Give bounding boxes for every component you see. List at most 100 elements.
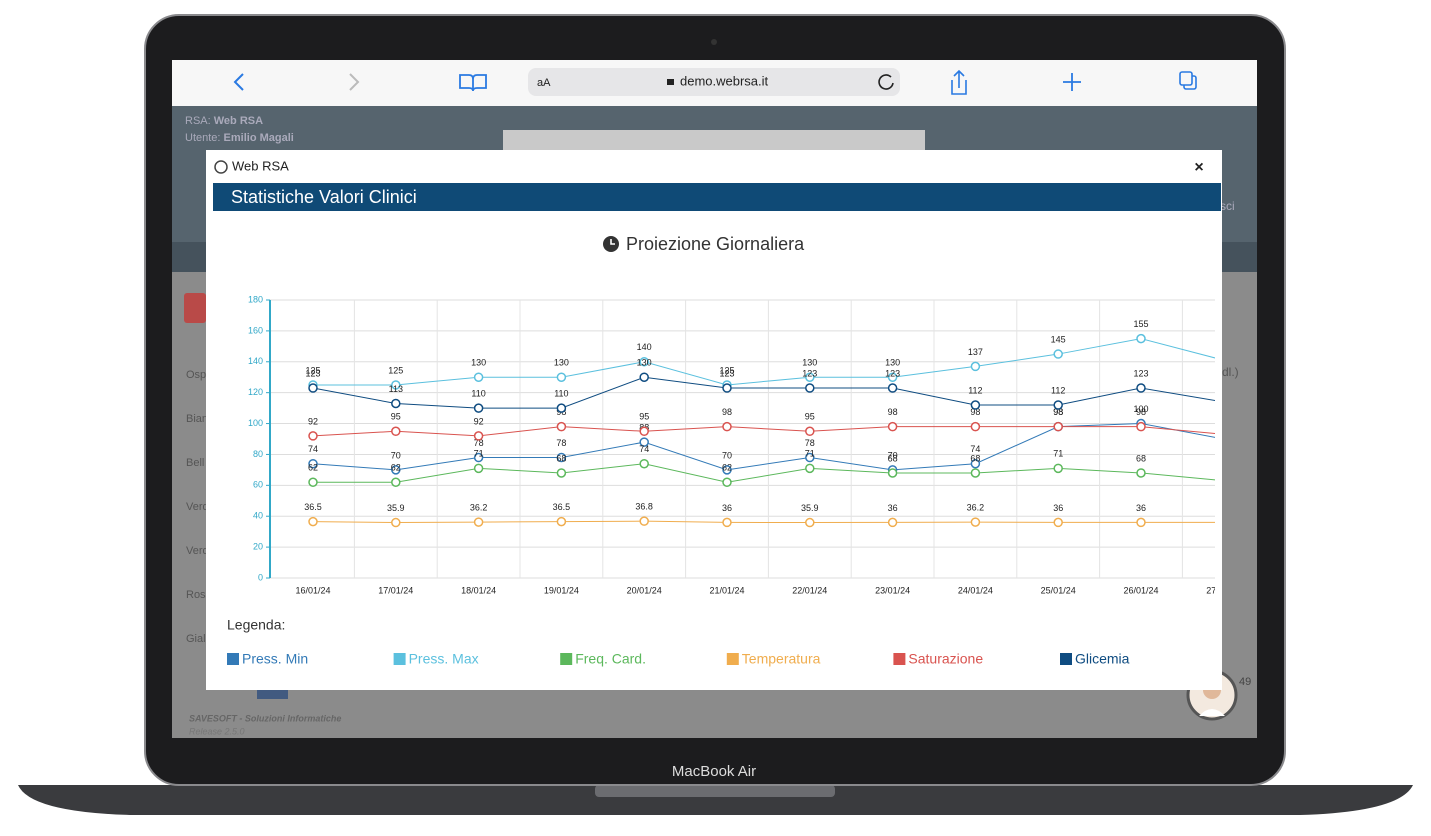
x-tick-label: 26/01/24: [1123, 585, 1158, 595]
row-label: Giall: [186, 633, 208, 645]
value-label: 123: [885, 368, 900, 378]
legend-swatch: [1060, 653, 1072, 665]
value-label: 92: [474, 416, 484, 426]
point: [639, 437, 649, 447]
row-label: Ospi: [186, 369, 209, 381]
point: [308, 383, 318, 393]
series-line: [313, 463, 1215, 483]
value-label: 145: [1051, 334, 1066, 344]
x-tick-label: 23/01/24: [875, 585, 910, 595]
series-line: [313, 338, 1215, 386]
value-label: 70: [391, 450, 401, 460]
value-label: 36.5: [304, 502, 322, 512]
point: [970, 458, 981, 469]
point: [805, 372, 815, 382]
modal-icon: [214, 160, 228, 174]
value-label: 123: [1133, 368, 1148, 378]
pager: [257, 690, 288, 699]
point: [887, 517, 898, 528]
reload[interactable]: [878, 74, 894, 90]
point: [473, 431, 484, 441]
point: [308, 477, 318, 487]
bookmarks[interactable]: [459, 74, 487, 92]
value-label: 110: [471, 388, 485, 398]
series-line: [312, 376, 1215, 409]
series-line: [312, 423, 1215, 471]
value-label: 113: [389, 384, 403, 394]
share[interactable]: [951, 69, 967, 95]
value-label: 130: [471, 358, 486, 368]
legend-swatch: [227, 653, 239, 665]
legend-swatch: [393, 653, 406, 665]
point: [639, 426, 649, 437]
address-bar[interactable]: [528, 68, 900, 96]
point: [1136, 468, 1146, 478]
value-label: 100: [1133, 404, 1148, 414]
point: [1053, 349, 1063, 359]
footer: SAVESOFT - Soluzioni Informatiche: [189, 713, 341, 723]
value-label: 71: [805, 449, 815, 459]
value-label: 36: [888, 503, 898, 513]
x-tick-label: 16/01/24: [295, 585, 330, 595]
point: [805, 452, 815, 463]
value-label: 123: [719, 368, 734, 378]
value-label: 36: [722, 503, 732, 513]
value-label: 71: [474, 449, 484, 459]
value-label: 92: [308, 416, 318, 426]
point: [391, 477, 401, 487]
value-label: 70: [888, 450, 898, 460]
point: [473, 517, 484, 527]
value-label: 68: [1136, 453, 1146, 463]
close[interactable]: ×: [1194, 159, 1203, 176]
point: [308, 516, 318, 527]
new-tab[interactable]: [1063, 73, 1081, 91]
modal-heading: Statistiche Valori Clinici: [231, 187, 417, 207]
point: [1053, 421, 1063, 432]
laptop-base: [18, 785, 1413, 815]
url: demo.webrsa.it: [680, 73, 769, 88]
camera: [711, 39, 717, 45]
x-tick-label: 21/01/24: [709, 585, 744, 595]
hinge: [595, 785, 835, 797]
back[interactable]: [233, 73, 244, 91]
fragment: sci: [1220, 199, 1235, 213]
modal-header: [213, 183, 1221, 211]
point: [1136, 383, 1146, 393]
value-label: 98: [1136, 407, 1146, 417]
y-tick-label: 80: [253, 449, 263, 459]
text-size[interactable]: aA: [537, 77, 551, 89]
value-label: 98: [970, 407, 980, 417]
plot: 16/01/24 17/01/24 18/01/24 19/01/24 20/01/24…: [270, 299, 1215, 595]
value-label: 98: [1053, 407, 1063, 417]
point: [970, 400, 981, 410]
point: [970, 517, 981, 527]
value-label: 95: [805, 412, 815, 422]
rsa-label: RSA: Web RSA: [185, 115, 263, 127]
point: [722, 465, 732, 475]
point: [1053, 463, 1063, 474]
point: [970, 361, 981, 372]
row-label: Verd: [186, 501, 209, 513]
fragment: dl.): [1222, 365, 1239, 379]
point: [391, 465, 401, 475]
modal-title: Web RSA: [232, 158, 289, 173]
value-label: 68: [970, 453, 980, 463]
value-label: 36: [1136, 503, 1146, 513]
point: [473, 403, 484, 413]
model: MacBook Air: [672, 763, 756, 780]
legend-label: Temperatura: [742, 651, 821, 667]
value-label: 125: [719, 365, 734, 375]
point: [391, 398, 401, 409]
point: [308, 431, 318, 441]
forward[interactable]: [349, 73, 360, 91]
rsa-value: Web RSA: [214, 115, 263, 127]
point: [391, 517, 401, 528]
x-tick-label: 22/01/24: [792, 585, 827, 595]
value-label: 98: [722, 407, 732, 417]
point: [805, 426, 815, 437]
value-label: 78: [805, 438, 815, 448]
value-label: 98: [1053, 407, 1063, 417]
point: [970, 421, 981, 432]
